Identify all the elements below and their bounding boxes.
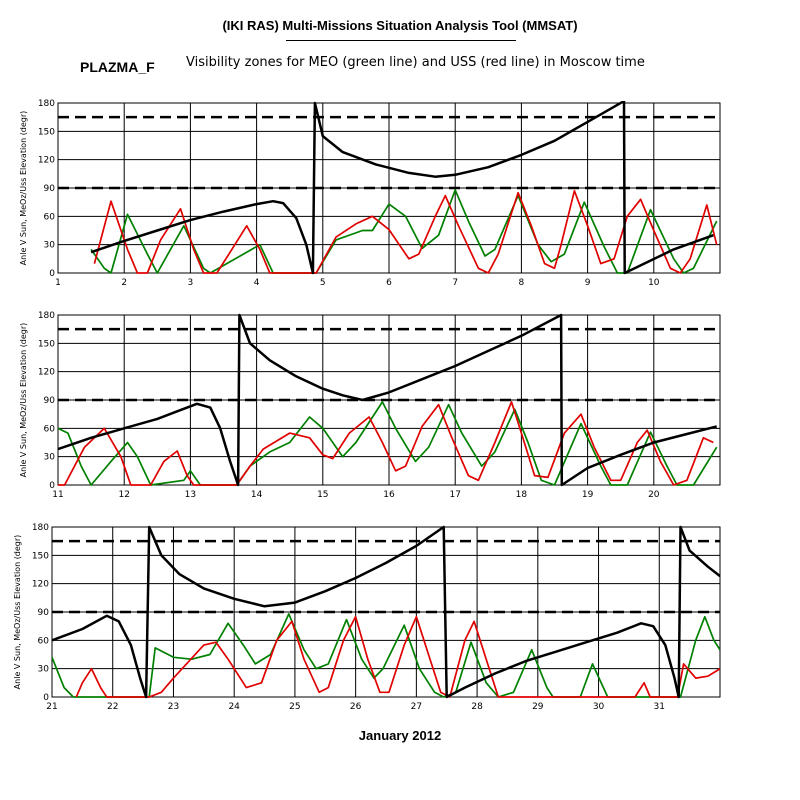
x-tick-label: 23	[168, 702, 179, 712]
y-tick-label: 30	[38, 665, 50, 675]
chart-subtitle: Visibility zones for MEO (green line) an…	[186, 55, 645, 70]
y-tick-label: 60	[44, 424, 56, 434]
x-tick-label: 27	[411, 702, 422, 712]
x-tick-label: 9	[585, 278, 591, 288]
x-tick-label: 15	[317, 490, 328, 500]
uss-elevation-line	[75, 615, 720, 698]
x-tick-label: 29	[532, 702, 544, 712]
x-tick-label: 2	[121, 278, 127, 288]
x-tick-label: 1	[55, 278, 61, 288]
y-tick-label: 90	[44, 184, 56, 194]
satellite-name: PLAZMA_F	[80, 59, 155, 75]
y-tick-label: 150	[38, 339, 55, 349]
y-tick-label: 90	[38, 608, 50, 618]
chart-panel-1: 1 2 3 4 5 6 7 8 9 10 0 30 60 90 120 150 180 Anle V Sun, M…	[19, 99, 721, 288]
x-tick-label: 19	[582, 490, 594, 500]
x-tick-label: 4	[254, 278, 260, 288]
x-tick-label: 31	[654, 702, 665, 712]
y-tick-label: 120	[38, 156, 55, 166]
x-tick-label: 26	[350, 702, 362, 712]
x-tick-label: 11	[52, 490, 63, 500]
x-tick-label: 22	[107, 702, 118, 712]
x-tick-label: 24	[228, 702, 240, 712]
meo-elevation-line	[52, 613, 720, 698]
x-tick-label: 30	[593, 702, 605, 712]
sun-angle-line	[58, 313, 718, 487]
y-tick-label: 0	[49, 481, 55, 491]
plot-frame	[57, 102, 721, 274]
meo-elevation-line	[58, 401, 718, 486]
y-tick-label: 90	[44, 396, 56, 406]
x-tick-label: 3	[188, 278, 194, 288]
y-tick-label: 180	[32, 523, 49, 533]
x-tick-label: 18	[516, 490, 528, 500]
x-tick-label: 12	[118, 490, 129, 500]
x-tick-label: 14	[251, 490, 263, 500]
title-underline	[286, 40, 516, 41]
x-tick-label: 10	[648, 278, 660, 288]
x-tick-label: 6	[386, 278, 392, 288]
x-tick-label: 20	[648, 490, 660, 500]
x-tick-label: 7	[452, 278, 458, 288]
meo-elevation-line	[90, 189, 718, 274]
sun-angle-line	[52, 525, 720, 699]
y-tick-label: 30	[44, 453, 56, 463]
y-tick-label: 30	[44, 241, 56, 251]
month-label: January 2012	[358, 728, 442, 743]
plot-frame	[51, 526, 721, 698]
y-tick-label: 0	[43, 693, 49, 703]
x-tick-label: 13	[185, 490, 196, 500]
chart-panel-3: 21 22 23 24 25 26 27 28 29 30 31 0 30 60 90 120 150 180 An…	[13, 523, 721, 712]
chart-panel-2: 11 12 13 14 15 16 17 18 19 20 0 30 60 90 120 150 180 Anle…	[19, 311, 721, 500]
x-tick-label: 8	[519, 278, 525, 288]
y-axis-label: Anle V Sun, MeOz/Uss Elevation (degr)	[19, 323, 28, 478]
y-tick-label: 0	[49, 269, 55, 279]
x-tick-label: 21	[46, 702, 57, 712]
uss-elevation-line	[58, 401, 714, 486]
x-tick-label: 16	[383, 490, 395, 500]
x-tick-label: 25	[289, 702, 300, 712]
x-tick-label: 28	[471, 702, 483, 712]
y-axis-label: Anle V Sun, MeOz/Uss Elevation (degr)	[19, 111, 28, 266]
y-axis-label: Anle V Sun, MeOz/Uss Elevation (degr)	[13, 535, 22, 690]
y-tick-label: 60	[38, 636, 50, 646]
y-tick-label: 150	[32, 551, 49, 561]
x-tick-label: 5	[320, 278, 326, 288]
y-tick-label: 180	[38, 311, 55, 321]
chart-title: (IKI RAS) Multi-Missions Situation Analy…	[222, 18, 578, 33]
y-tick-label: 60	[44, 212, 56, 222]
y-tick-label: 120	[32, 580, 49, 590]
sun-angle-line	[90, 101, 714, 275]
y-tick-label: 150	[38, 127, 55, 137]
y-tick-label: 120	[38, 368, 55, 378]
plot-frame	[57, 314, 721, 486]
x-tick-label: 17	[449, 490, 460, 500]
y-tick-label: 180	[38, 99, 55, 109]
